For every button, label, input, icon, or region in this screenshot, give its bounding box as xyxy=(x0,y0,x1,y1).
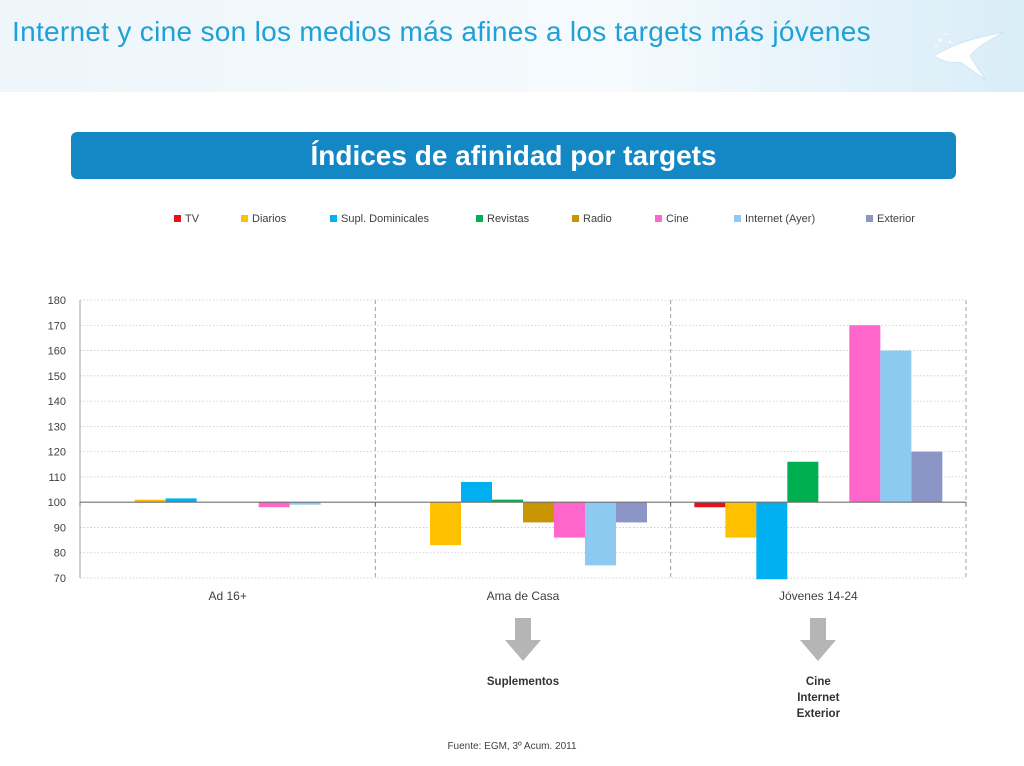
legend-item: Diarios xyxy=(241,210,286,228)
category-label: Ad 16+ xyxy=(208,589,246,603)
annotation-text: Suplementos xyxy=(486,676,560,688)
bar xyxy=(258,502,290,508)
y-tick-label: 90 xyxy=(54,522,66,534)
bar xyxy=(134,499,166,503)
y-tick-label: 140 xyxy=(48,396,66,408)
legend-swatch xyxy=(476,214,483,222)
legend-label: Diarios xyxy=(252,213,287,225)
legend-swatch xyxy=(734,214,741,222)
y-tick-label: 80 xyxy=(54,548,66,560)
y-tick-label: 160 xyxy=(48,346,66,358)
y-tick-label: 180 xyxy=(48,295,66,307)
chart-title-banner: Índices de afinidad por targets xyxy=(71,132,956,179)
category-label: Ama de Casa xyxy=(487,589,560,603)
slide-title: Internet y cine son los medios más afine… xyxy=(12,16,871,47)
chart-legend: TV Diarios Supl. Dominicales Revistas Radio C… xyxy=(140,210,940,228)
bar xyxy=(849,325,881,503)
source-note: Fuente: EGM, 3º Acum. 2011 xyxy=(447,741,577,752)
bar xyxy=(165,498,197,503)
legend-swatch xyxy=(241,214,248,222)
bar-chart: 70 80 90 100 110 120 130 140 150 160 170 180 Ad 16+ A… xyxy=(48,295,967,603)
legend-label: Supl. Dominicales xyxy=(341,213,430,225)
legend-swatch xyxy=(330,214,337,222)
legend-swatch xyxy=(174,214,181,222)
bar xyxy=(430,502,461,546)
y-tick-label: 110 xyxy=(48,472,66,484)
y-tick-label: 130 xyxy=(48,421,66,433)
y-tick-label: 70 xyxy=(54,573,66,585)
y-tick-label: 100 xyxy=(48,497,66,509)
y-tick-label: 170 xyxy=(48,320,66,332)
legend-item: TV xyxy=(174,210,199,228)
legend-item: Radio xyxy=(572,210,612,228)
legend-label: Internet (Ayer) xyxy=(745,213,816,225)
bar xyxy=(461,481,492,503)
annotation-text: Cine Internet Exterior xyxy=(796,676,841,720)
bar xyxy=(289,502,321,505)
arrow-down-icon xyxy=(505,618,541,661)
legend-item: Cine xyxy=(655,210,689,228)
bar xyxy=(694,502,726,508)
category-label: Jóvenes 14-24 xyxy=(779,589,858,603)
bar xyxy=(787,461,819,503)
y-tick-label: 150 xyxy=(48,371,66,383)
legend-label: TV xyxy=(185,213,200,225)
arrow-down-icon xyxy=(800,618,837,661)
header-band: Internet y cine son los medios más afine… xyxy=(0,0,1024,92)
legend-swatch xyxy=(572,214,579,222)
bar xyxy=(554,502,585,538)
legend-item: Exterior xyxy=(866,210,915,228)
legend-swatch xyxy=(655,214,662,222)
legend-label: Cine xyxy=(666,213,689,225)
legend-item: Revistas xyxy=(476,210,529,228)
bar xyxy=(880,350,912,503)
bar xyxy=(725,502,757,538)
legend-item: Supl. Dominicales xyxy=(330,210,429,228)
bar xyxy=(492,499,523,503)
bar xyxy=(911,451,943,503)
legend-label: Exterior xyxy=(877,213,915,225)
y-tick-label: 120 xyxy=(48,447,66,459)
bar xyxy=(523,502,554,523)
legend-item: Internet (Ayer) xyxy=(734,210,815,228)
legend-label: Radio xyxy=(583,213,612,225)
legend-label: Revistas xyxy=(487,213,530,225)
bar xyxy=(616,502,647,523)
bar xyxy=(585,502,616,566)
bar xyxy=(756,502,788,580)
logo-icon xyxy=(933,31,1005,81)
legend-swatch xyxy=(866,214,873,222)
